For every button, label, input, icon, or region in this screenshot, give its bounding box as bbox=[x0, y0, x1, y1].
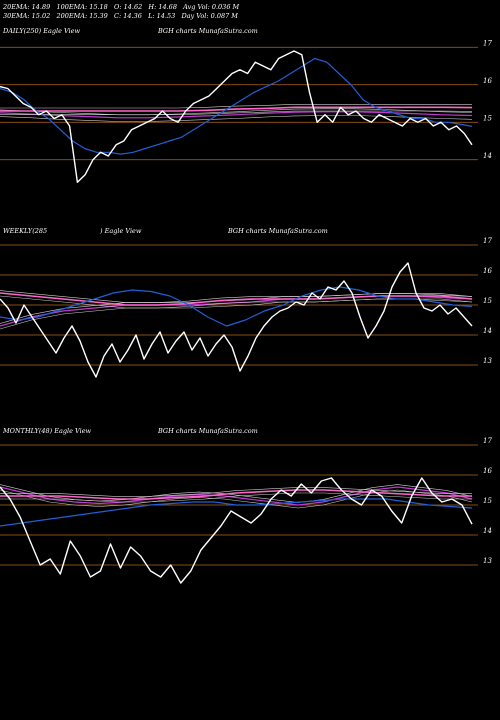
y-tick-label: 15 bbox=[483, 297, 492, 305]
weekly-panel-label-2: ) Eagle View bbox=[100, 227, 142, 235]
ema-band-line bbox=[0, 104, 473, 109]
ema-band-line bbox=[0, 293, 473, 324]
y-tick-label: 16 bbox=[483, 467, 492, 475]
monthly-panel-label: MONTHLY(48) Eagle View bbox=[3, 427, 92, 435]
price-line bbox=[0, 50, 473, 184]
y-tick-label: 13 bbox=[483, 557, 492, 565]
y-tick-label: 15 bbox=[483, 114, 492, 122]
ema20-line bbox=[0, 498, 473, 527]
ema20-line bbox=[0, 286, 473, 327]
y-tick-label: 14 bbox=[483, 527, 492, 535]
ema200-line bbox=[0, 106, 473, 112]
y-tick-label: 17 bbox=[483, 39, 492, 47]
ema100-value: 100EMA: 15.18 bbox=[56, 3, 108, 11]
indicator-row-2: 30EMA: 15.02 200EMA: 15.39 C: 14.36 L: 1… bbox=[3, 12, 238, 20]
y-tick-label: 17 bbox=[483, 437, 492, 445]
high-value: H: 14.68 bbox=[148, 3, 177, 11]
ema-band-line bbox=[0, 110, 473, 115]
ema-band-line bbox=[0, 489, 473, 509]
open-value: O: 14.62 bbox=[114, 3, 143, 11]
day-vol-value: Day Vol: 0.087 M bbox=[181, 12, 238, 20]
price-line bbox=[0, 262, 473, 378]
low-value: L: 14.53 bbox=[148, 12, 176, 20]
y-tick-label: 17 bbox=[483, 237, 492, 245]
ema20-value: 20EMA: 14.89 bbox=[3, 3, 51, 11]
weekly-panel-label: WEEKLY(285 bbox=[3, 227, 48, 235]
y-tick-label: 16 bbox=[483, 267, 492, 275]
ema100-line bbox=[0, 486, 473, 506]
y-tick-label: 14 bbox=[483, 152, 492, 160]
y-tick-label: 16 bbox=[483, 77, 492, 85]
daily-chart: 14 15 16 17 bbox=[0, 39, 492, 184]
y-tick-label: 13 bbox=[483, 357, 492, 365]
weekly-panel-site: BGH charts MunafaSutra.com bbox=[228, 227, 328, 235]
ema-band-line bbox=[0, 487, 472, 497]
indicator-row-1: 20EMA: 14.89 100EMA: 15.18 O: 14.62 H: 1… bbox=[3, 3, 239, 11]
ema20-line bbox=[0, 57, 473, 155]
y-tick-label: 15 bbox=[483, 497, 492, 505]
avg-vol-value: Avg Vol: 0.036 M bbox=[183, 3, 240, 11]
weekly-chart: 13 14 15 16 17 bbox=[0, 237, 492, 378]
ema-band-line bbox=[0, 290, 473, 303]
close-value: C: 14.36 bbox=[114, 12, 142, 20]
monthly-panel-site: BGH charts MunafaSutra.com bbox=[158, 427, 258, 435]
monthly-chart: 13 14 15 16 17 bbox=[0, 437, 492, 584]
ema30-value: 30EMA: 15.02 bbox=[3, 12, 51, 20]
ema200-line bbox=[0, 292, 473, 306]
ema-band-line bbox=[0, 115, 473, 122]
daily-panel-site: BGH charts MunafaSutra.com bbox=[158, 27, 258, 35]
price-line bbox=[0, 477, 473, 584]
daily-panel-label: DAILY(250) Eagle View bbox=[3, 27, 81, 35]
ema200-value: 200EMA: 15.39 bbox=[56, 12, 108, 20]
ema200-line bbox=[0, 489, 472, 500]
ema-band-line bbox=[0, 298, 473, 330]
ema-band-line bbox=[0, 108, 473, 116]
y-tick-label: 14 bbox=[483, 327, 492, 335]
ema-band-line bbox=[0, 492, 472, 503]
